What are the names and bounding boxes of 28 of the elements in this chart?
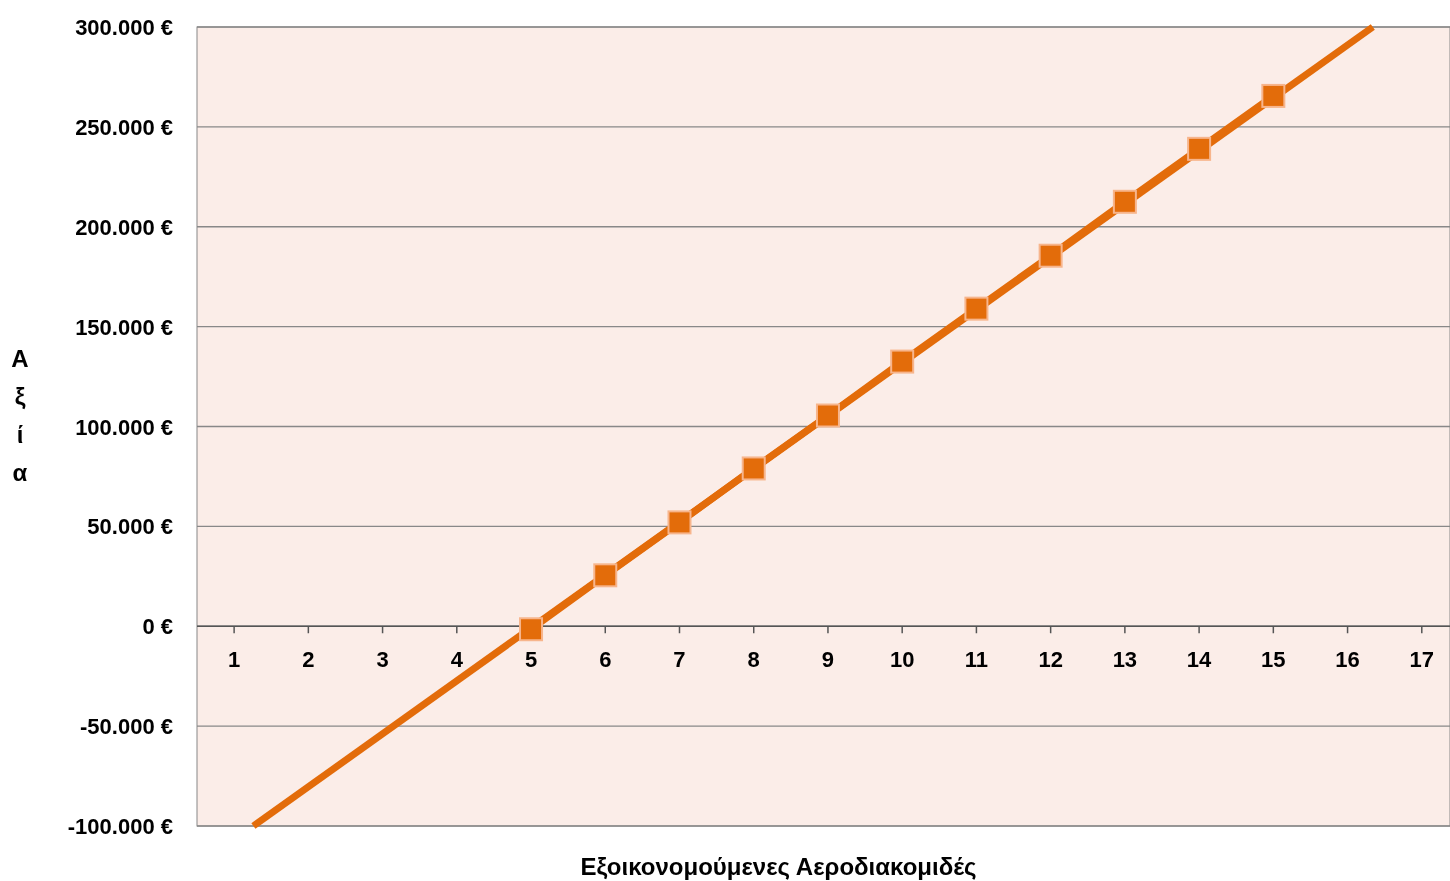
x-tick-label: 3 [376, 647, 389, 673]
x-tick-label: 16 [1335, 647, 1360, 673]
y-tick-label: -50.000 € [80, 714, 173, 740]
x-tick-label: 4 [450, 647, 464, 673]
x-tick-label: 6 [599, 647, 612, 673]
y-tick-label: 150.000 € [75, 314, 173, 340]
y-tick-label: 0 € [142, 614, 173, 640]
y-axis-title: Αξία [11, 344, 29, 486]
y-tick-label: -100.000 € [67, 814, 173, 839]
x-tick-label: 5 [524, 647, 538, 673]
x-tick-label: 11 [964, 647, 989, 673]
x-axis-title: Εξοικονομούμενες Αεροδιακομιδές [580, 853, 977, 880]
x-tick-label: 13 [1112, 647, 1138, 673]
x-tick-label: 17 [1409, 647, 1435, 673]
x-tick-label: 15 [1261, 647, 1286, 673]
x-tick-label: 14 [1186, 647, 1213, 673]
y-tick-label: 300.000 € [75, 15, 173, 40]
x-tick-label: 10 [889, 647, 915, 673]
y-tick-label: 100.000 € [75, 414, 173, 440]
x-tick-label: 7 [673, 647, 686, 673]
y-tick-label: 200.000 € [75, 214, 173, 240]
x-tick-label: 2 [302, 647, 315, 673]
y-tick-label: 250.000 € [75, 114, 173, 140]
x-tick-label: 12 [1038, 647, 1063, 673]
x-tick-label: 9 [821, 647, 835, 673]
x-tick-label: 8 [747, 647, 760, 673]
x-tick-label: 1 [227, 647, 241, 673]
y-tick-label: 50.000 € [87, 514, 173, 540]
